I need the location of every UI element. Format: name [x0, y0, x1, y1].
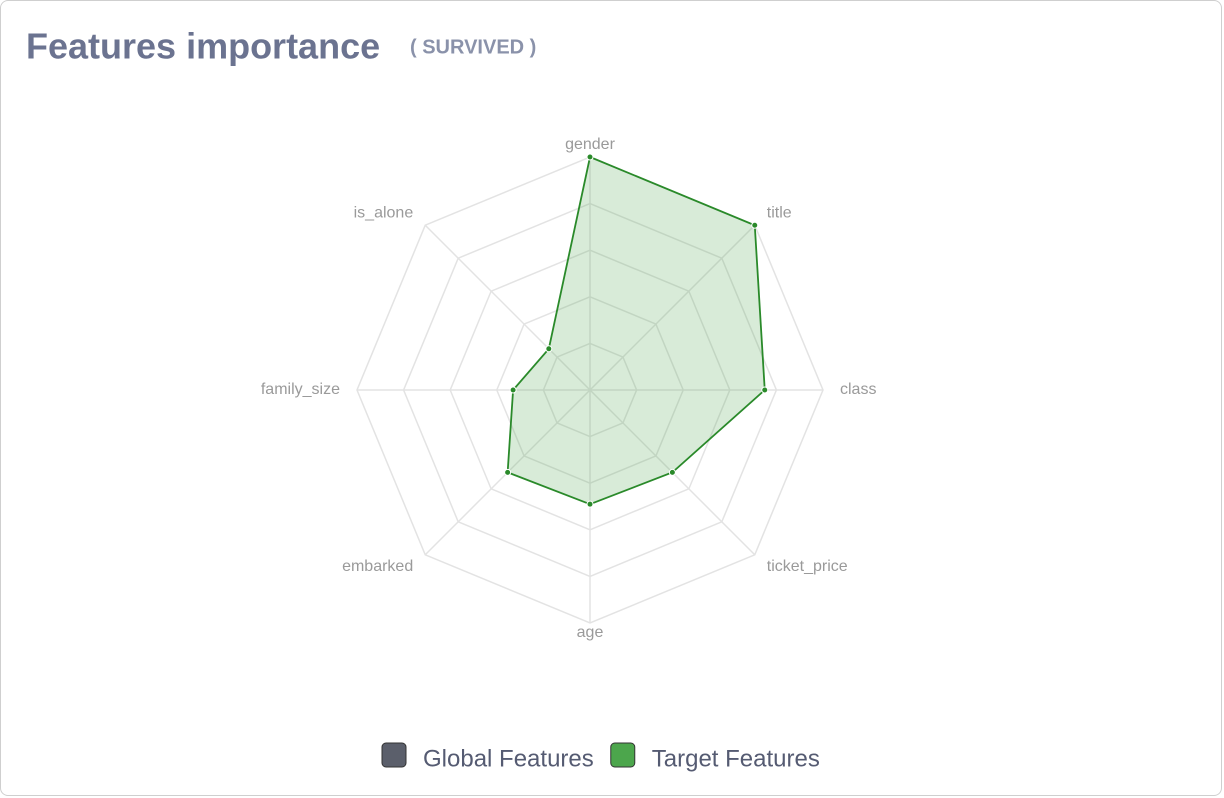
- series-area: [506, 155, 766, 506]
- series-point: [504, 468, 512, 476]
- axis-label: embarked: [342, 558, 413, 575]
- series-point: [586, 500, 594, 508]
- chart-title: Features importance: [26, 26, 380, 67]
- grid-spoke: [424, 224, 591, 391]
- axis-label: class: [840, 381, 876, 398]
- grid-spoke: [589, 224, 756, 391]
- legend-swatch: [610, 742, 636, 768]
- chart-subtitle: ( SURVIVED ): [410, 36, 536, 58]
- legend-swatch: [381, 742, 407, 768]
- axis-label: gender: [565, 136, 615, 153]
- legend-label: Target Features: [652, 745, 820, 772]
- axis-label: age: [577, 624, 604, 641]
- series-point: [509, 386, 517, 394]
- axis-label: ticket_price: [767, 558, 848, 575]
- series-point: [545, 345, 553, 353]
- series-point: [761, 386, 769, 394]
- axis-label: title: [767, 204, 792, 221]
- axis-label: is_alone: [354, 204, 414, 221]
- series-point: [751, 221, 759, 229]
- series-point: [586, 153, 594, 161]
- legend-label: Global Features: [423, 745, 594, 772]
- series-point: [668, 468, 676, 476]
- axis-label: family_size: [261, 381, 340, 398]
